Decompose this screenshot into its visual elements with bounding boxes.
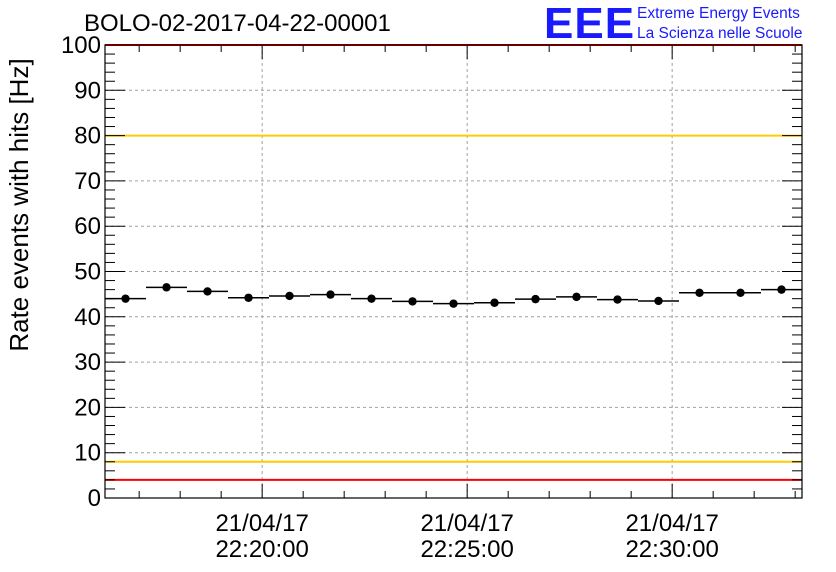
- y-tick-label: 40: [74, 304, 101, 331]
- data-point: [203, 287, 212, 296]
- data-point: [654, 296, 663, 306]
- y-tick-label: 60: [74, 213, 101, 240]
- axis-ticks: [105, 44, 802, 499]
- y-tick-label: 50: [74, 259, 101, 286]
- y-tick-label: 80: [74, 123, 101, 150]
- x-tick-label-date: 21/04/17: [420, 510, 513, 537]
- data-point: [162, 283, 171, 292]
- x-tick-label-time: 22:20:00: [215, 536, 308, 563]
- y-tick-label: 100: [61, 32, 101, 59]
- grid-lines: [105, 45, 802, 498]
- y-axis-label: Rate events with hits [Hz]: [4, 58, 34, 351]
- y-tick-label: 0: [88, 485, 101, 512]
- data-point: [613, 295, 622, 304]
- logo-mark: EEE: [544, 0, 636, 48]
- run-title: BOLO-02-2017-04-22-00001: [84, 10, 391, 37]
- eee-logo: EEE Extreme Energy Events La Scienza nel…: [544, 2, 834, 46]
- data-point: [736, 288, 745, 297]
- data-point: [490, 298, 499, 307]
- x-tick-label-time: 22:30:00: [625, 536, 718, 563]
- data-point: [367, 294, 376, 303]
- data-point: [531, 294, 540, 304]
- data-point: [121, 294, 130, 303]
- x-tick-label-date: 21/04/17: [215, 510, 308, 537]
- y-tick-label: 30: [74, 349, 101, 376]
- logo-subtitle-line2: La Scienza nelle Scuole: [637, 25, 803, 42]
- data-point: [408, 297, 417, 306]
- reference-lines: [105, 44, 802, 481]
- x-tick-labels: 21/04/1722:20:0021/04/1722:25:0021/04/17…: [215, 510, 718, 563]
- data-points: [105, 283, 802, 308]
- x-tick-label-time: 22:25:00: [420, 536, 513, 563]
- data-point: [244, 293, 253, 302]
- data-point: [777, 285, 786, 294]
- data-point: [449, 299, 458, 308]
- data-point: [326, 290, 335, 299]
- logo-subtitle-line1: Extreme Energy Events: [637, 5, 800, 22]
- y-tick-label: 70: [74, 168, 101, 195]
- data-point: [572, 292, 581, 302]
- y-tick-label: 10: [74, 440, 101, 467]
- data-point: [695, 288, 704, 297]
- data-point: [285, 291, 294, 301]
- x-tick-label-date: 21/04/17: [625, 510, 718, 537]
- y-tick-label: 20: [74, 394, 101, 421]
- y-tick-label: 90: [74, 77, 101, 104]
- y-tick-labels: 0 10 20 30 40 50 60 70 80 90 100: [61, 32, 101, 512]
